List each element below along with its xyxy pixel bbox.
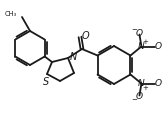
Text: −: −	[132, 27, 137, 32]
Text: O: O	[136, 29, 143, 38]
Text: O: O	[81, 31, 89, 41]
Text: N: N	[69, 52, 77, 62]
Text: −: −	[132, 97, 137, 104]
Text: O: O	[155, 79, 162, 88]
Text: +: +	[142, 40, 148, 45]
Text: +: +	[142, 84, 148, 91]
Text: N: N	[138, 79, 145, 88]
Text: N: N	[138, 42, 145, 51]
Text: S: S	[43, 77, 49, 87]
Text: O: O	[155, 42, 162, 51]
Text: CH₃: CH₃	[5, 11, 17, 17]
Text: O: O	[136, 92, 143, 101]
